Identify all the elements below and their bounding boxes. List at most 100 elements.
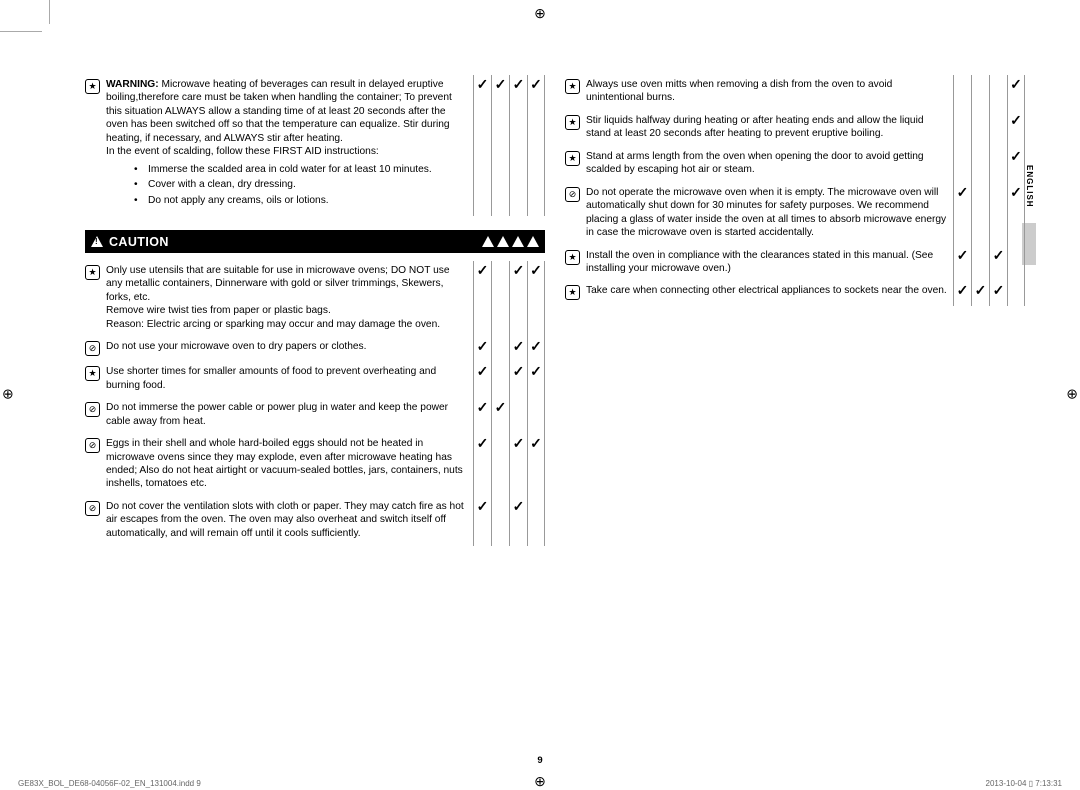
check-cell: ✓ <box>1007 75 1025 111</box>
checkmark-icon: ✓ <box>513 364 525 378</box>
check-cell <box>971 111 989 147</box>
check-cell: ✓ <box>953 183 971 246</box>
checkmark-icon: ✓ <box>530 436 542 450</box>
crop-mark <box>49 0 50 24</box>
check-cell: ✓ <box>509 434 527 497</box>
checkmark-icon: ✓ <box>1010 77 1022 91</box>
check-cell <box>989 75 1007 111</box>
instruction-row: ★ Only use utensils that are suitable for… <box>85 261 545 337</box>
registration-mark: ⊕ <box>2 386 14 403</box>
check-cell: ✓ <box>953 281 971 306</box>
check-cell: ✓ <box>473 75 491 216</box>
check-cell: ✓ <box>509 261 527 337</box>
star-icon: ★ <box>565 285 580 300</box>
check-cell: ✓ <box>971 281 989 306</box>
check-cell: ✓ <box>989 246 1007 282</box>
check-cell <box>953 147 971 183</box>
warning-triangle-icon <box>91 236 103 247</box>
check-cell <box>509 398 527 434</box>
check-cell: ✓ <box>527 434 545 497</box>
check-cell <box>491 261 509 337</box>
instruction-text: Install the oven in compliance with the … <box>586 249 951 276</box>
check-cell: ✓ <box>527 337 545 362</box>
crop-mark <box>0 31 42 32</box>
hazard-icon <box>512 236 524 247</box>
check-cell <box>953 111 971 147</box>
instruction-text: Do not operate the microwave oven when i… <box>586 186 951 240</box>
check-cell <box>971 246 989 282</box>
star-icon: ★ <box>565 79 580 94</box>
caution-header: CAUTION <box>85 230 545 253</box>
star-icon: ★ <box>85 79 100 94</box>
instruction-text: Stand at arms length from the oven when … <box>586 150 951 177</box>
check-cell: ✓ <box>509 75 527 216</box>
instruction-text: Stir liquids halfway during heating or a… <box>586 114 951 141</box>
checkmark-icon: ✓ <box>957 248 969 262</box>
check-cell <box>953 75 971 111</box>
check-cell: ✓ <box>491 75 509 216</box>
star-icon: ★ <box>85 366 100 381</box>
caution-title: CAUTION <box>109 235 169 249</box>
check-cell <box>527 398 545 434</box>
language-label: ENGLISH <box>1025 165 1034 208</box>
checkmark-icon: ✓ <box>495 400 507 414</box>
right-column: ★ Always use oven mitts when removing a d… <box>565 75 1025 735</box>
check-cell <box>491 434 509 497</box>
check-cell <box>491 337 509 362</box>
checkmark-icon: ✓ <box>477 499 489 513</box>
check-cell: ✓ <box>509 362 527 398</box>
instruction-row: ⊘Eggs in their shell and whole hard-boil… <box>85 434 545 497</box>
hazard-icon <box>497 236 509 247</box>
check-cell: ✓ <box>527 75 545 216</box>
check-cell <box>989 147 1007 183</box>
checkmark-icon: ✓ <box>530 364 542 378</box>
instruction-row: ⊘ Do not operate the microwave oven when … <box>565 183 1025 246</box>
language-tab: ENGLISH <box>1022 165 1042 265</box>
check-cell <box>971 75 989 111</box>
check-cell: ✓ <box>989 281 1007 306</box>
check-cell <box>491 362 509 398</box>
prohibit-icon: ⊘ <box>85 501 100 516</box>
warning-text: WARNING: Microwave heating of beverages … <box>106 78 471 210</box>
prohibit-icon: ⊘ <box>85 438 100 453</box>
caution-icon-group <box>482 236 539 247</box>
bullet-item: Immerse the scalded area in cold water f… <box>134 163 467 177</box>
star-icon: ★ <box>565 250 580 265</box>
prohibit-icon: ⊘ <box>565 187 580 202</box>
page-number: 9 <box>537 755 542 766</box>
bullet-item: Cover with a clean, dry dressing. <box>134 178 467 192</box>
check-cell <box>989 111 1007 147</box>
registration-mark: ⊕ <box>1066 386 1078 403</box>
check-cell: ✓ <box>473 362 491 398</box>
star-icon: ★ <box>565 115 580 130</box>
check-cell: ✓ <box>509 337 527 362</box>
checkmark-icon: ✓ <box>477 436 489 450</box>
checkmark-icon: ✓ <box>477 400 489 414</box>
hazard-icon <box>482 236 494 247</box>
instruction-text: Do not cover the ventilation slots with … <box>106 500 471 540</box>
prohibit-icon: ⊘ <box>85 341 100 356</box>
checkmark-icon: ✓ <box>477 77 489 91</box>
footer-filename: GE83X_BOL_DE68-04056F-02_EN_131004.indd … <box>18 779 201 788</box>
page-content: ★ WARNING: Microwave heating of beverage… <box>85 75 1025 735</box>
instruction-text: Do not immerse the power cable or power … <box>106 401 471 428</box>
instruction-row: ⊘ Do not cover the ventilation slots with… <box>85 497 545 546</box>
checkmark-icon: ✓ <box>513 263 525 277</box>
check-cell <box>491 497 509 546</box>
checkmark-icon: ✓ <box>957 283 969 297</box>
instruction-text: Take care when connecting other electric… <box>586 284 951 297</box>
check-cell: ✓ <box>1007 183 1025 246</box>
instruction-text: Only use utensils that are suitable for … <box>106 264 471 331</box>
checkmark-icon: ✓ <box>530 263 542 277</box>
star-icon: ★ <box>85 265 100 280</box>
instruction-text: Always use oven mitts when removing a di… <box>586 78 951 105</box>
checkmark-icon: ✓ <box>993 248 1005 262</box>
checkmark-icon: ✓ <box>1010 113 1022 127</box>
checkmark-icon: ✓ <box>530 339 542 353</box>
checkmark-icon: ✓ <box>1010 149 1022 163</box>
check-cell <box>527 497 545 546</box>
check-cell <box>1007 281 1025 306</box>
check-cell: ✓ <box>1007 111 1025 147</box>
left-column: ★ WARNING: Microwave heating of beverage… <box>85 75 545 735</box>
check-cell: ✓ <box>473 261 491 337</box>
